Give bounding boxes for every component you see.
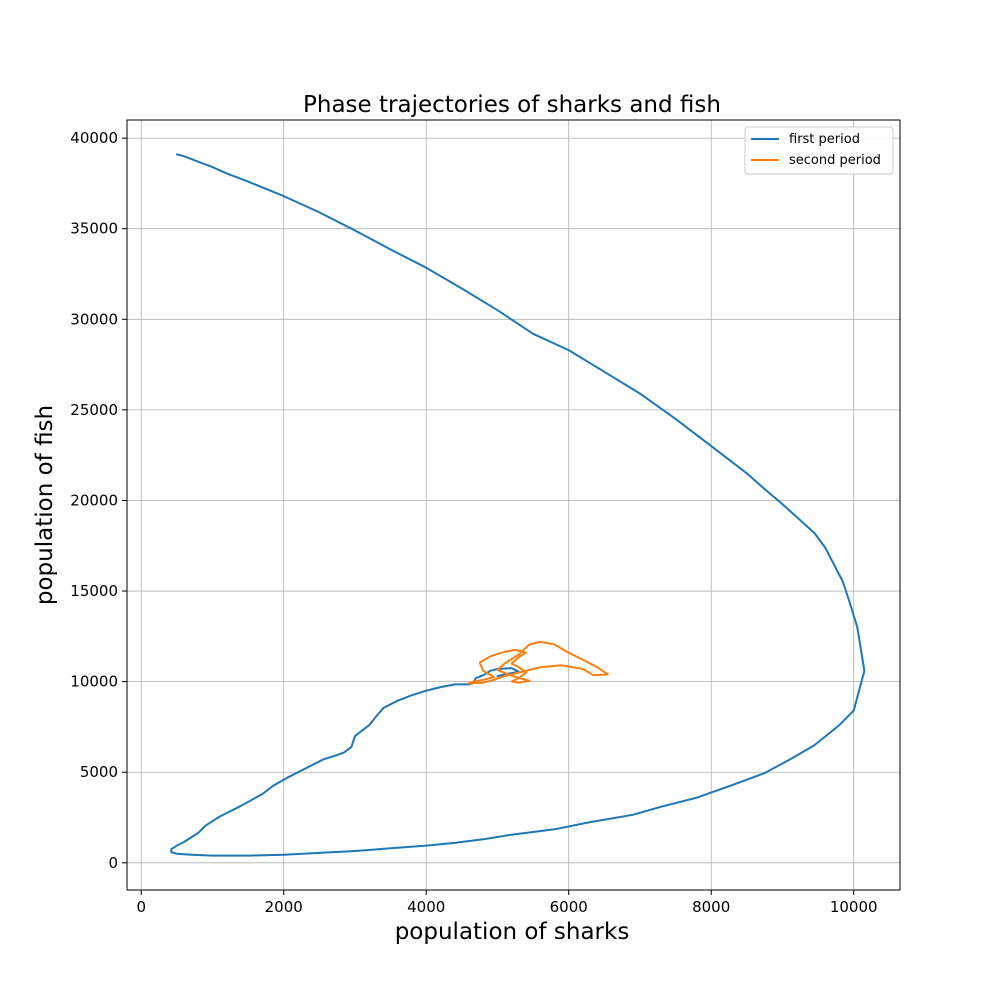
y-tick-label: 15000 [70,582,118,600]
series-layer [170,153,866,857]
y-tick-label: 30000 [70,310,118,328]
y-tick-label: 20000 [70,491,118,509]
x-axis-label: population of sharks [395,919,630,945]
y-tick-label: 5000 [80,763,118,781]
x-tick-label: 0 [136,898,146,916]
legend-label-second-period: second period [789,153,881,168]
y-tick-label: 25000 [70,401,118,419]
x-tick-label: 10000 [830,898,878,916]
series-line-first-period [170,153,866,857]
grid-lines [127,120,900,890]
x-tick-label: 8000 [692,898,730,916]
legend: first period second period [744,126,894,175]
x-tick-label: 6000 [550,898,588,916]
y-tick-label: 35000 [70,220,118,238]
chart-title: Phase trajectories of sharks and fish [303,92,721,118]
x-tick-label: 4000 [407,898,445,916]
legend-box [744,126,894,175]
legend-label-first-period: first period [789,132,860,147]
x-axis: 0 2000 4000 6000 8000 10000 [136,890,878,916]
y-axis-label: population of fish [32,405,58,605]
y-axis: 0 5000 10000 15000 20000 25000 30000 35000 40000 [70,129,127,872]
series-line-second-period [468,640,609,685]
y-tick-label: 40000 [70,129,118,147]
x-tick-label: 2000 [265,898,303,916]
plot-area [127,120,900,890]
y-tick-label: 10000 [70,673,118,691]
plot-frame [126,119,901,891]
y-tick-label: 0 [108,854,118,872]
